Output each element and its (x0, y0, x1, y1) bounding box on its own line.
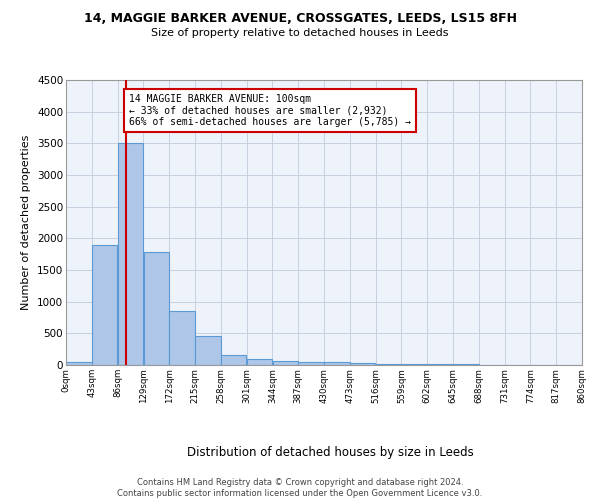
Bar (247, 358, 272, 365)
Bar (169, 311, 195, 365)
Bar (92, 244, 118, 365)
Text: Size of property relative to detached houses in Leeds: Size of property relative to detached ho… (151, 28, 449, 38)
Bar (221, 355, 247, 365)
Bar (118, 144, 143, 365)
Text: 14 MAGGIE BARKER AVENUE: 100sqm
← 33% of detached houses are smaller (2,932)
66%: 14 MAGGIE BARKER AVENUE: 100sqm ← 33% of… (129, 94, 411, 127)
Bar (350, 363, 376, 365)
Bar (66, 362, 92, 365)
Text: Contains HM Land Registry data © Crown copyright and database right 2024.
Contai: Contains HM Land Registry data © Crown c… (118, 478, 482, 498)
Text: 14, MAGGIE BARKER AVENUE, CROSSGATES, LEEDS, LS15 8FH: 14, MAGGIE BARKER AVENUE, CROSSGATES, LE… (83, 12, 517, 26)
Bar (427, 364, 453, 365)
Bar (401, 364, 427, 365)
Bar (143, 252, 169, 365)
Bar (272, 360, 298, 365)
Bar (298, 362, 324, 365)
Bar (324, 362, 350, 365)
Bar (376, 364, 401, 365)
Bar (195, 336, 221, 365)
Bar (453, 364, 479, 365)
Text: Distribution of detached houses by size in Leeds: Distribution of detached houses by size … (187, 446, 473, 459)
Y-axis label: Number of detached properties: Number of detached properties (22, 135, 31, 310)
